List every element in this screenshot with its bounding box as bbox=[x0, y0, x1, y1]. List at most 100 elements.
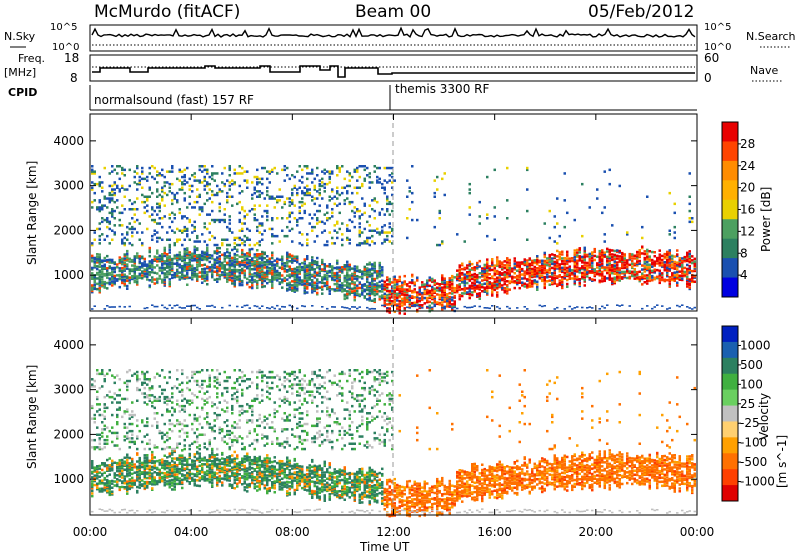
data-cell bbox=[508, 307, 511, 310]
data-cell bbox=[658, 257, 661, 260]
data-cell bbox=[623, 254, 626, 257]
data-cell bbox=[676, 274, 679, 278]
data-cell bbox=[376, 231, 379, 234]
data-cell bbox=[276, 279, 279, 282]
data-cell bbox=[263, 209, 266, 213]
data-cell bbox=[166, 265, 169, 268]
data-cell bbox=[468, 261, 471, 265]
data-cell bbox=[321, 276, 324, 279]
data-cell bbox=[156, 305, 159, 308]
data-cell bbox=[113, 276, 116, 279]
data-cell bbox=[98, 471, 101, 474]
data-cell bbox=[533, 280, 536, 284]
data-cell bbox=[371, 267, 374, 270]
data-cell bbox=[98, 257, 101, 260]
data-cell bbox=[198, 206, 201, 209]
data-cell bbox=[166, 307, 169, 310]
data-cell bbox=[103, 272, 106, 276]
data-cell bbox=[258, 271, 261, 275]
data-cell bbox=[308, 267, 311, 270]
data-cell bbox=[596, 255, 599, 258]
data-cell bbox=[96, 433, 99, 436]
data-cell bbox=[286, 252, 289, 256]
data-cell bbox=[376, 166, 379, 170]
data-cell bbox=[206, 249, 209, 252]
data-cell bbox=[618, 305, 621, 307]
data-cell bbox=[621, 266, 624, 270]
data-cell bbox=[198, 193, 201, 197]
data-cell bbox=[603, 307, 606, 309]
data-cell bbox=[318, 271, 321, 275]
data-cell bbox=[501, 286, 504, 290]
data-cell bbox=[463, 286, 466, 290]
data-cell bbox=[198, 195, 201, 198]
data-cell bbox=[438, 301, 441, 305]
data-cell bbox=[168, 245, 171, 249]
data-cell bbox=[626, 233, 629, 236]
data-cell bbox=[271, 242, 274, 245]
colorbar-tick-label: 28 bbox=[740, 137, 755, 151]
data-cell bbox=[121, 184, 124, 188]
data-cell bbox=[388, 311, 391, 314]
data-cell bbox=[128, 184, 131, 188]
data-cell bbox=[683, 270, 686, 274]
data-cell bbox=[123, 456, 126, 459]
data-cell bbox=[98, 447, 101, 451]
data-cell bbox=[516, 307, 519, 309]
data-cell bbox=[213, 251, 216, 255]
data-cell bbox=[166, 254, 169, 257]
data-cell bbox=[228, 276, 231, 279]
data-cell bbox=[406, 195, 409, 198]
data-cell bbox=[651, 261, 654, 264]
data-cell bbox=[158, 274, 161, 278]
data-cell bbox=[293, 283, 296, 287]
data-cell bbox=[241, 267, 244, 271]
data-cell bbox=[506, 166, 509, 170]
data-cell bbox=[398, 275, 401, 279]
data-cell bbox=[368, 285, 371, 289]
data-cell bbox=[101, 204, 104, 207]
data-cell bbox=[423, 302, 426, 305]
data-cell bbox=[481, 267, 484, 270]
data-cell bbox=[611, 249, 614, 252]
data-cell bbox=[311, 288, 314, 291]
data-cell bbox=[583, 246, 586, 250]
data-cell bbox=[623, 274, 626, 278]
data-cell bbox=[688, 286, 691, 289]
data-cell bbox=[343, 278, 346, 282]
data-cell bbox=[256, 283, 259, 287]
data-cell bbox=[108, 172, 111, 175]
data-cell bbox=[126, 397, 129, 401]
data-cell bbox=[386, 195, 389, 198]
data-cell bbox=[91, 486, 94, 490]
data-cell bbox=[451, 289, 454, 293]
data-cell bbox=[356, 208, 359, 211]
data-cell bbox=[101, 259, 104, 262]
data-cell bbox=[151, 260, 154, 263]
data-cell bbox=[416, 295, 419, 298]
data-cell bbox=[368, 269, 371, 273]
data-cell bbox=[238, 278, 241, 281]
data-cell bbox=[601, 274, 604, 278]
data-cell bbox=[626, 261, 629, 265]
data-cell bbox=[556, 265, 559, 269]
data-cell bbox=[261, 252, 264, 255]
data-cell bbox=[666, 268, 669, 271]
data-cell bbox=[391, 281, 394, 284]
data-cell bbox=[133, 466, 136, 469]
data-cell bbox=[413, 305, 416, 308]
data-cell bbox=[323, 213, 326, 216]
data-cell bbox=[143, 272, 146, 275]
data-cell bbox=[686, 283, 689, 287]
data-cell bbox=[506, 267, 509, 271]
data-cell bbox=[338, 289, 341, 292]
data-cell bbox=[506, 305, 509, 308]
data-cell bbox=[653, 306, 656, 308]
data-cell bbox=[293, 273, 296, 276]
data-cell bbox=[448, 283, 451, 287]
data-cell bbox=[678, 258, 681, 261]
data-cell bbox=[546, 263, 549, 267]
data-cell bbox=[583, 253, 586, 256]
data-cell bbox=[198, 275, 201, 278]
data-cell bbox=[156, 236, 159, 240]
